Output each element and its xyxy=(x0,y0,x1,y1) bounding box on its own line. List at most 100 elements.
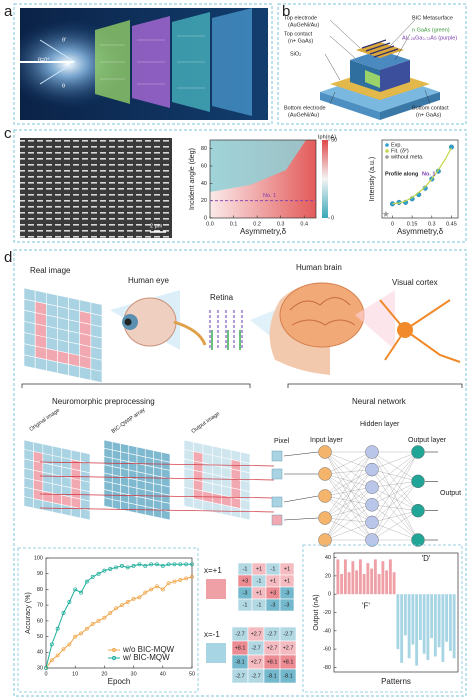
x-tick-label: 0.15 xyxy=(407,221,418,227)
neuron xyxy=(365,498,379,512)
chart-box xyxy=(17,547,199,693)
bar xyxy=(403,594,407,636)
connection xyxy=(324,495,373,505)
neuron xyxy=(318,445,332,459)
callout: n GaAs (green) xyxy=(412,27,450,33)
arrow xyxy=(283,451,319,457)
line-point xyxy=(184,562,189,567)
y-tick-label: 70 xyxy=(37,603,43,609)
fit-line xyxy=(392,147,452,205)
bar xyxy=(407,594,411,659)
pixel xyxy=(68,363,81,379)
plot-frame xyxy=(381,139,459,219)
kernel-value: +3 xyxy=(242,578,248,584)
callout: Bottom electrode xyxy=(284,105,326,111)
connection xyxy=(324,451,373,505)
pixel xyxy=(80,508,91,521)
x-tick-label: 0.3 xyxy=(277,221,285,227)
kernel-value: -2.7 xyxy=(283,631,292,637)
line-point xyxy=(166,581,171,586)
x-axis-title: Asymmetry,δ xyxy=(397,227,444,236)
label: Visual cortex xyxy=(392,278,438,287)
legend-swatch xyxy=(385,143,389,147)
neuron xyxy=(365,480,379,494)
neuron xyxy=(318,511,332,525)
y-tick-label: 0 xyxy=(204,215,207,221)
y-tick-label: -20 xyxy=(323,610,331,616)
neuron xyxy=(365,445,379,459)
legend-swatch xyxy=(385,149,389,153)
line xyxy=(45,576,193,669)
label: Pixel xyxy=(274,438,290,445)
line-point xyxy=(143,563,148,568)
line-point xyxy=(84,626,89,631)
pixel-grid xyxy=(23,287,103,383)
kernel-value: -1 xyxy=(243,602,248,608)
pixel xyxy=(90,368,103,383)
kernel-value: +1 xyxy=(270,578,276,584)
legend-label: w/ BIC-MQW xyxy=(122,653,170,662)
line-point xyxy=(67,642,72,647)
line-point xyxy=(108,567,113,571)
line-point xyxy=(67,600,72,604)
line-point xyxy=(79,631,83,636)
plot-frame xyxy=(209,139,317,219)
label: Human brain xyxy=(296,263,342,272)
line-point xyxy=(190,574,194,579)
line-point xyxy=(108,611,113,615)
bar xyxy=(415,594,419,666)
y-tick-label: 20 xyxy=(201,198,207,204)
x-axis-title: Epoch xyxy=(108,677,131,686)
line-point xyxy=(55,653,60,658)
y-axis-title: Intensity (a.u.) xyxy=(369,157,376,201)
chart-box xyxy=(302,544,463,693)
line xyxy=(45,563,192,669)
kernel-cell xyxy=(279,668,297,684)
bar xyxy=(396,594,400,650)
heatmap-field xyxy=(210,140,306,192)
x-axis-title: Asymmetry,δ xyxy=(240,227,287,236)
line-point xyxy=(49,658,54,663)
kernel-value: +3 xyxy=(270,590,276,596)
plot-frame xyxy=(45,557,193,669)
panel-a-illustration xyxy=(20,8,268,120)
bar xyxy=(445,594,449,642)
panel-frame xyxy=(277,3,467,125)
kernel-value: -3 xyxy=(243,590,248,596)
neuron xyxy=(365,533,379,547)
bar xyxy=(433,594,437,657)
kernel-value: +8.1 xyxy=(267,659,278,665)
connection xyxy=(324,473,373,488)
kernel-value: -8.1 xyxy=(235,659,244,665)
bar xyxy=(426,594,430,661)
kernel-value: +2.7 xyxy=(251,631,262,637)
series-label: 'D' xyxy=(422,554,431,563)
connection xyxy=(371,481,419,523)
line-point xyxy=(160,587,165,592)
connection xyxy=(371,481,419,505)
line-point xyxy=(149,587,154,592)
kernel-value: +1 xyxy=(256,566,262,572)
label: Output layer xyxy=(408,437,447,444)
kernel-value: +8.1 xyxy=(235,645,246,651)
panel-label: d xyxy=(4,249,12,266)
bar xyxy=(343,559,347,595)
colorbar-tick-label: 50 xyxy=(331,137,337,143)
legend-swatch xyxy=(111,655,117,661)
bar xyxy=(381,561,385,595)
x-tick-label: 0.45 xyxy=(446,221,457,227)
x-tick-label: 0.4 xyxy=(300,221,308,227)
connection xyxy=(371,451,419,470)
connection xyxy=(371,510,419,523)
kernel-value: -3 xyxy=(285,590,290,596)
line-point xyxy=(155,562,159,567)
legend-label: Exp. xyxy=(391,142,402,148)
x-tick-label: 0.0 xyxy=(206,221,214,227)
connection xyxy=(324,469,373,541)
line-point xyxy=(73,634,78,639)
signal-line xyxy=(39,507,275,513)
callout: Top electrode xyxy=(284,15,317,21)
y-tick-label: 80 xyxy=(37,587,43,593)
bar xyxy=(441,594,445,662)
